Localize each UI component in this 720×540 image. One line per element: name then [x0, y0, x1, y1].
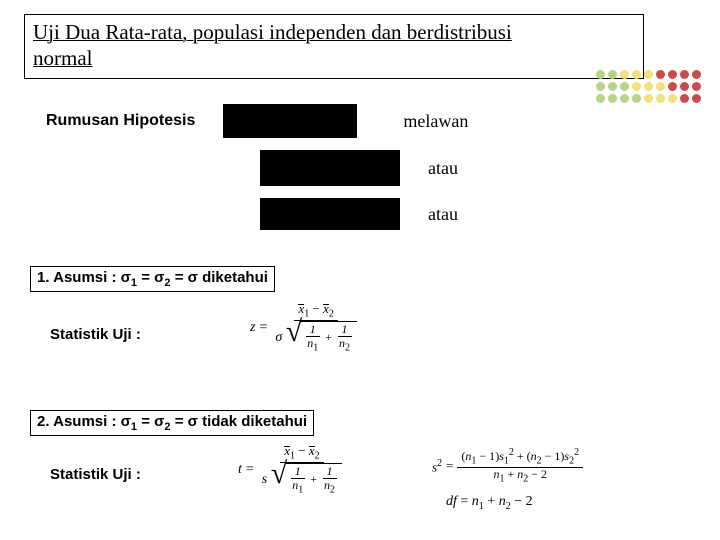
- dot-icon: [692, 70, 701, 79]
- dot-icon: [620, 70, 629, 79]
- assumption-2-box: 2. Asumsi : σ1 = σ2 = σ tidak diketahui: [30, 410, 314, 436]
- dot-icon: [692, 82, 701, 91]
- or-label: atau: [428, 204, 458, 225]
- title-box: Uji Dua Rata-rata, populasi independen d…: [24, 14, 644, 79]
- alt-row: atau: [260, 198, 458, 230]
- assumption-1-box: 1. Asumsi : σ1 = σ2 = σ diketahui: [30, 266, 275, 292]
- dot-icon: [596, 94, 605, 103]
- stat-uji-label-1: Statistik Uji :: [50, 326, 141, 343]
- dot-icon: [644, 94, 653, 103]
- dot-icon: [668, 70, 677, 79]
- against-label: melawan: [403, 111, 468, 132]
- dot-icon: [632, 82, 641, 91]
- decorative-dot-grid: [596, 70, 702, 104]
- dot-icon: [596, 70, 605, 79]
- dot-icon: [596, 82, 605, 91]
- formula-z: z = x1 − x2 σ √ 1n1 + 1n2: [250, 302, 361, 354]
- dot-icon: [656, 70, 665, 79]
- formula-s2: s2 = (n1 − 1)s12 + (n2 − 1)s22 n1 + n2 −…: [432, 448, 583, 485]
- dot-icon: [692, 94, 701, 103]
- dot-icon: [680, 70, 689, 79]
- dot-icon: [620, 82, 629, 91]
- formula-t: t = x1 − x2 s √ 1n1 + 1n2: [238, 444, 346, 496]
- alt-row: atau: [260, 150, 458, 186]
- alternative-block: atau atau: [260, 150, 458, 230]
- hypothesis-label: Rumusan Hipotesis: [46, 112, 195, 130]
- dot-icon: [644, 70, 653, 79]
- hypothesis-h1-box: [260, 150, 400, 186]
- stat-uji-label-2: Statistik Uji :: [50, 466, 141, 483]
- title-line2: normal: [33, 46, 92, 70]
- assumption-1-text: 1. Asumsi : σ1 = σ2 = σ diketahui: [37, 269, 268, 286]
- or-label: atau: [428, 158, 458, 179]
- title-line1: Uji Dua Rata-rata, populasi independen d…: [33, 20, 512, 44]
- dot-icon: [644, 82, 653, 91]
- dot-icon: [632, 70, 641, 79]
- dot-icon: [620, 94, 629, 103]
- hypothesis-h1-box: [260, 198, 400, 230]
- dot-icon: [668, 94, 677, 103]
- hypothesis-h0-box: [223, 104, 357, 138]
- dot-icon: [608, 82, 617, 91]
- dot-icon: [668, 82, 677, 91]
- hypothesis-row: Rumusan Hipotesis melawan: [46, 104, 468, 138]
- dot-icon: [656, 94, 665, 103]
- dot-icon: [608, 70, 617, 79]
- dot-icon: [608, 94, 617, 103]
- dot-icon: [656, 82, 665, 91]
- title-text: Uji Dua Rata-rata, populasi independen d…: [33, 19, 635, 72]
- dot-icon: [680, 94, 689, 103]
- assumption-2-text: 2. Asumsi : σ1 = σ2 = σ tidak diketahui: [37, 413, 307, 430]
- formula-df: df = n1 + n2 − 2: [446, 494, 533, 512]
- slide: Uji Dua Rata-rata, populasi independen d…: [0, 0, 720, 540]
- dot-icon: [632, 94, 641, 103]
- dot-icon: [680, 82, 689, 91]
